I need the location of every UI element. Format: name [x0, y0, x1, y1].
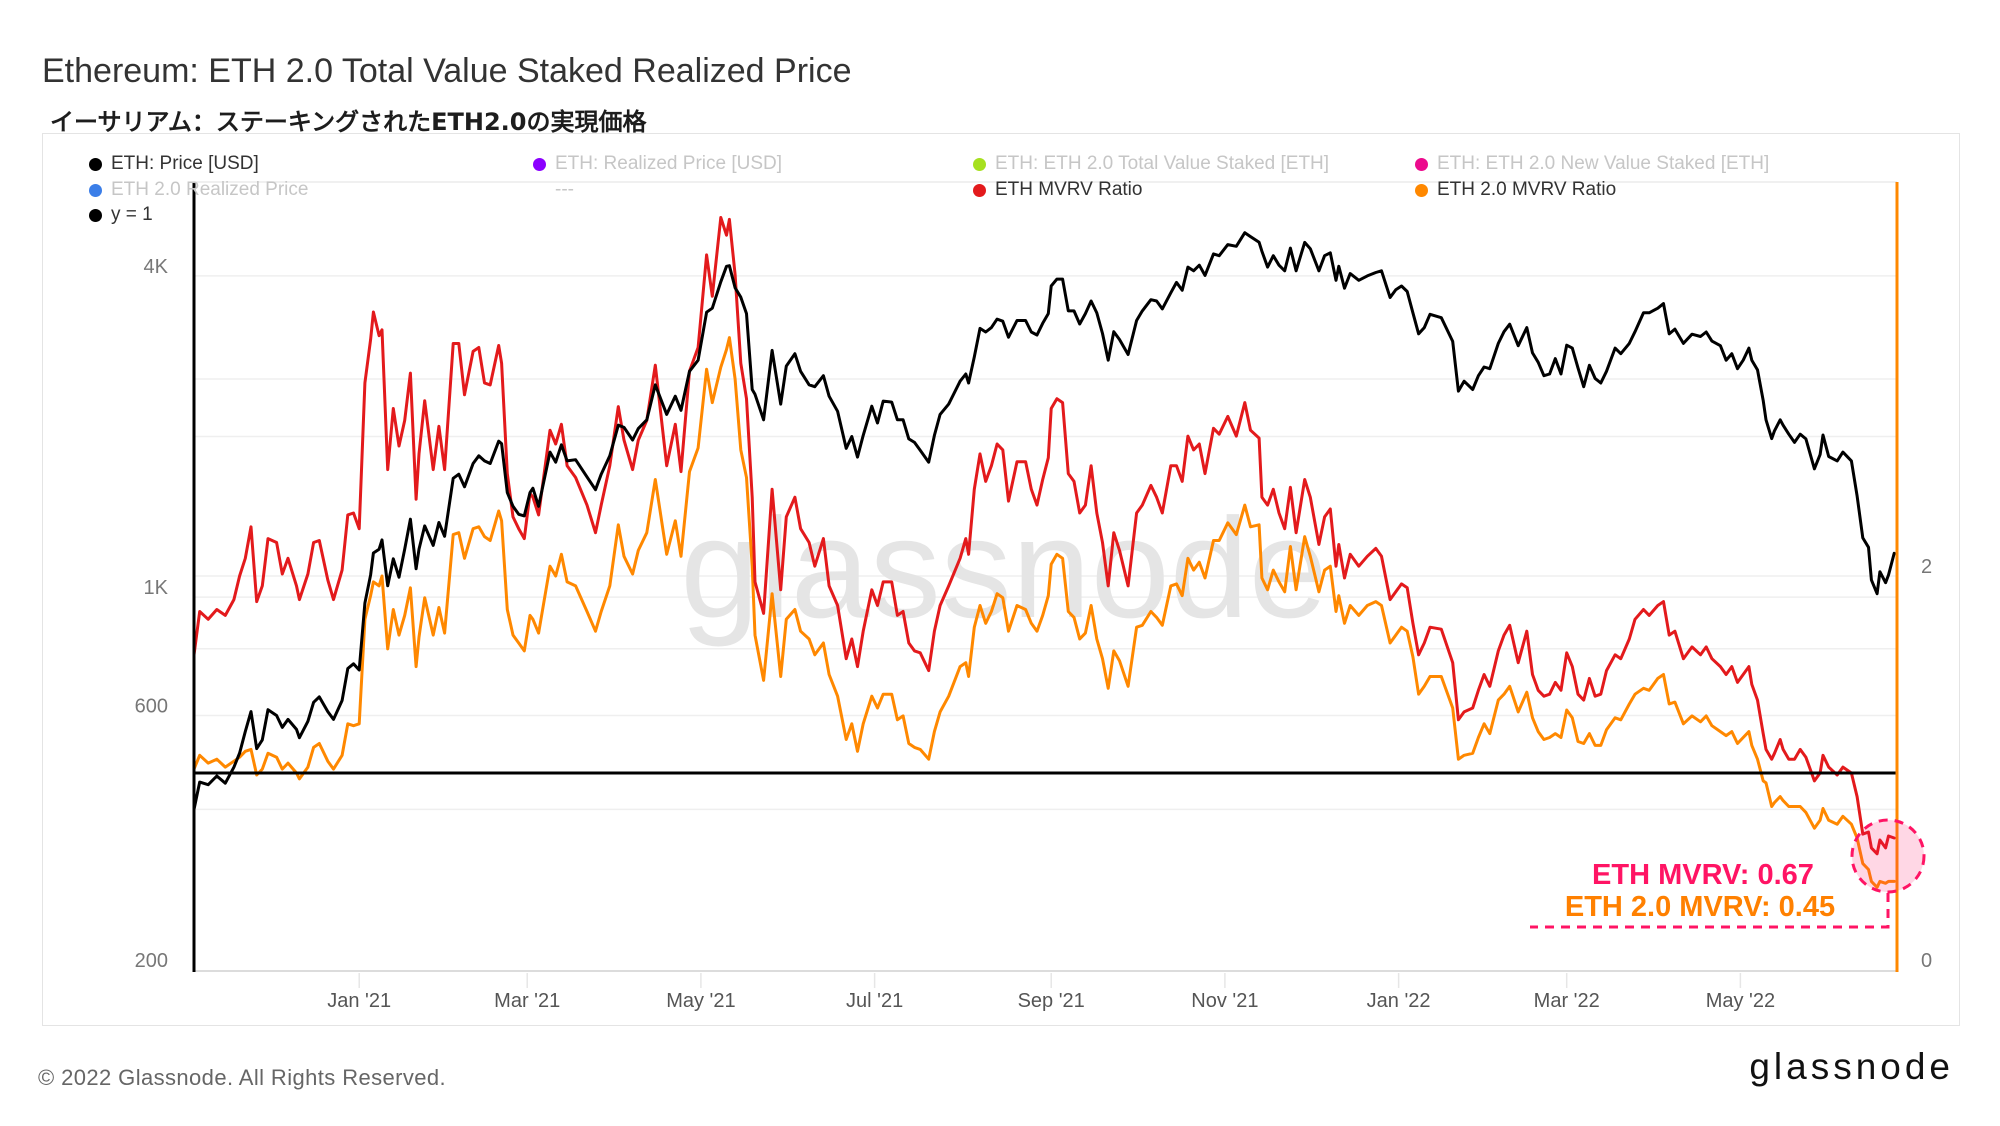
axis-layer: [192, 182, 1899, 972]
legend-item-eth2-total-value-staked[interactable]: ETH: ETH 2.0 Total Value Staked [ETH]: [973, 152, 1329, 176]
y-left-tick-label: 4K: [144, 256, 169, 278]
legend-item-eth2-realized-price[interactable]: ETH 2.0 Realized Price: [89, 178, 308, 202]
legend-item-separator: ---: [533, 178, 574, 202]
legend-label: ETH MVRV Ratio: [995, 179, 1143, 200]
x-tick-label: May '22: [1706, 990, 1775, 1012]
legend-dot-icon: [533, 157, 546, 171]
legend-dot-icon: [89, 157, 102, 171]
x-tick-label: Jan '21: [327, 990, 391, 1012]
legend-item-eth-realized-price[interactable]: ETH: Realized Price [USD]: [533, 152, 782, 176]
legend-label: ETH: ETH 2.0 Total Value Staked [ETH]: [995, 153, 1330, 174]
glassnode-logo[interactable]: glassnode: [1749, 1046, 1954, 1087]
tick-layer: 200 600 1K 4K 0 2 Jan '21 Mar '21 May '21 Jul '21…: [135, 256, 1933, 1012]
legend-dot-icon: [1415, 183, 1428, 197]
series-layer: [192, 216, 1899, 889]
legend-item-eth2-mvrv[interactable]: ETH 2.0 MVRV Ratio: [1415, 178, 1616, 202]
annotation-eth2-mvrv: ETH 2.0 MVRV: 0.45: [1565, 891, 1835, 923]
x-tick-label: Nov '21: [1191, 990, 1258, 1012]
legend-label: ETH: Price [USD]: [111, 153, 259, 174]
legend-label: ETH: Realized Price [USD]: [555, 153, 783, 174]
legend-dot-icon: [973, 157, 986, 171]
eth2-mvrv-line: [192, 336, 1896, 889]
y-right-tick-label: 2: [1921, 556, 1932, 578]
chart-panel: [42, 133, 1960, 1026]
legend-label: y = 1: [111, 204, 153, 225]
annotation-eth-mvrv: ETH MVRV: 0.67: [1592, 859, 1814, 891]
x-tick-label: Mar '21: [494, 990, 560, 1012]
legend-label: ---: [555, 179, 574, 200]
x-tick-label: Jul '21: [846, 990, 903, 1012]
y-left-tick-label: 1K: [144, 577, 169, 599]
legend-label: ETH: ETH 2.0 New Value Staked [ETH]: [1437, 153, 1770, 174]
footer-copyright: © 2022 Glassnode. All Rights Reserved.: [38, 1065, 447, 1090]
legend-label: ETH 2.0 MVRV Ratio: [1437, 179, 1617, 200]
highlight-circle: [1850, 818, 1926, 894]
legend-dot-icon: [89, 183, 102, 197]
legend-label: ETH 2.0 Realized Price: [111, 179, 309, 200]
legend-item-eth-price[interactable]: ETH: Price [USD]: [89, 152, 259, 176]
x-tick-label: Jan '22: [1367, 990, 1431, 1012]
legend-dot-placeholder: [533, 184, 546, 197]
legend-item-eth2-new-value-staked[interactable]: ETH: ETH 2.0 New Value Staked [ETH]: [1415, 152, 1769, 176]
legend-dot-icon: [89, 208, 102, 222]
legend-item-y-equals-1[interactable]: y = 1: [89, 203, 153, 227]
y-left-tick-label: 600: [135, 696, 168, 718]
page-title: Ethereum: ETH 2.0 Total Value Staked Rea…: [42, 52, 852, 90]
annotation-leader-line: [1530, 893, 1890, 929]
y-left-tick-label: 200: [135, 950, 168, 972]
legend-dot-icon: [1415, 157, 1428, 171]
legend-item-eth-mvrv[interactable]: ETH MVRV Ratio: [973, 178, 1142, 202]
eth-price-line: [192, 231, 1896, 811]
page-subtitle-japanese: イーサリアム：ステーキングされたETH2.0の実現価格: [50, 108, 647, 136]
legend-dot-icon: [973, 183, 986, 197]
y-right-tick-label: 0: [1921, 950, 1932, 972]
x-tick-label: Sep '21: [1018, 990, 1085, 1012]
x-tick-label: May '21: [666, 990, 735, 1012]
annotation-layer: ETH MVRV: 0.67 ETH 2.0 MVRV: 0.45: [1530, 818, 1926, 929]
x-tick-label: Mar '22: [1534, 990, 1600, 1012]
eth-mvrv-line: [192, 216, 1896, 856]
